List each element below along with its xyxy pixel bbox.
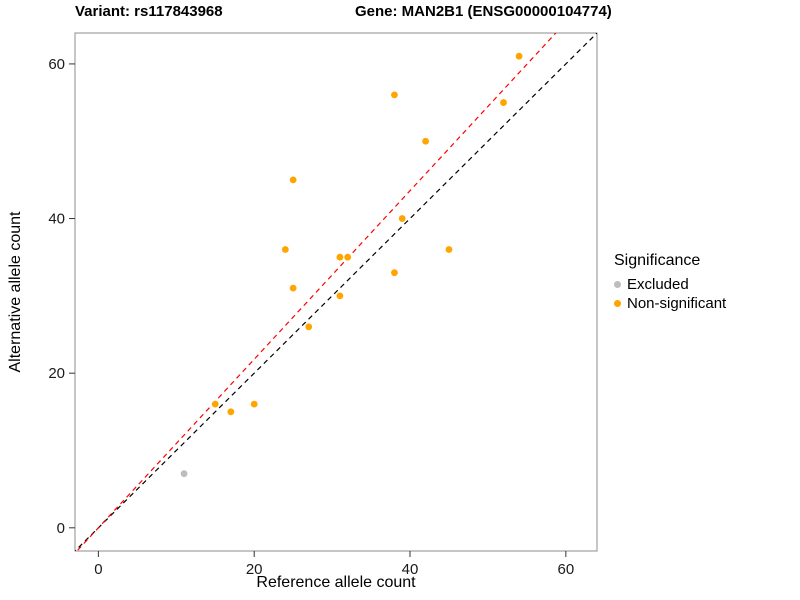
data-point-non-significant bbox=[391, 269, 398, 277]
legend-label-excluded: Excluded bbox=[627, 276, 689, 293]
y-tick-label: 40 bbox=[48, 211, 65, 228]
x-tick-label: 0 bbox=[94, 561, 102, 578]
legend-item-nonsignificant: Non-significant bbox=[614, 295, 726, 312]
y-tick-label: 0 bbox=[57, 520, 65, 537]
legend-dot-nonsignificant-icon bbox=[614, 300, 621, 307]
y-tick-label: 20 bbox=[48, 365, 65, 382]
data-point-excluded bbox=[180, 470, 188, 478]
data-point-non-significant bbox=[227, 408, 235, 416]
x-axis-label: Reference allele count bbox=[256, 574, 416, 591]
data-point-non-significant bbox=[289, 284, 297, 292]
data-point-non-significant bbox=[250, 400, 258, 408]
x-tick-label: 60 bbox=[557, 561, 574, 578]
fit-line bbox=[76, 33, 557, 551]
data-point-non-significant bbox=[336, 292, 344, 300]
data-point-non-significant bbox=[281, 246, 289, 253]
x-tick-label: 40 bbox=[402, 561, 419, 578]
data-point-non-significant bbox=[305, 323, 313, 331]
legend-dot-excluded-icon bbox=[614, 281, 621, 288]
data-point-non-significant bbox=[445, 246, 453, 253]
y-tick-label: 60 bbox=[48, 56, 65, 73]
identity-line bbox=[75, 33, 597, 551]
data-point-non-significant bbox=[500, 99, 507, 106]
x-tick-label: 20 bbox=[246, 561, 263, 578]
legend-title: Significance bbox=[614, 252, 701, 269]
data-point-non-significant bbox=[289, 176, 297, 184]
plot-title-variant: Variant: rs117843968 bbox=[75, 3, 223, 20]
legend-label-nonsignificant: Non-significant bbox=[627, 295, 727, 312]
data-point-non-significant bbox=[515, 52, 523, 60]
data-point-non-significant bbox=[344, 253, 352, 261]
data-point-non-significant bbox=[336, 253, 344, 261]
data-point-non-significant bbox=[398, 215, 406, 222]
data-point-non-significant bbox=[211, 400, 219, 408]
data-point-non-significant bbox=[422, 137, 429, 145]
data-point-non-significant bbox=[391, 91, 398, 99]
legend: Significance Excluded Non-significant bbox=[614, 252, 726, 314]
legend-item-excluded: Excluded bbox=[614, 276, 726, 293]
plot-title-gene: Gene: MAN2B1 (ENSG00000104774) bbox=[355, 3, 612, 20]
y-axis-label: Alternative allele count bbox=[7, 211, 24, 373]
